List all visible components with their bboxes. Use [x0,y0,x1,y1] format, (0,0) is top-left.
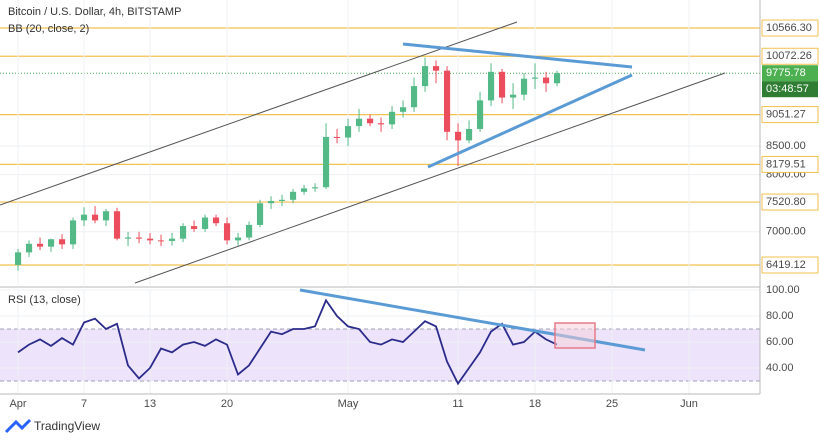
price-label-box [762,81,818,98]
candle-body [267,200,275,204]
x-tick-label: 18 [529,398,541,410]
candle-body [69,220,77,245]
candle-body [80,214,88,221]
x-tick-label: Jun [680,398,698,410]
candle-body [58,239,66,245]
triangle-lower [427,73,633,169]
candle-body [135,237,143,239]
candle-body [366,118,374,124]
candle-body [542,77,550,84]
y-tick-label: 8500.00 [766,140,806,152]
candle-body [234,237,242,241]
candle-body [432,66,440,71]
x-tick-label: 7 [81,398,87,410]
y-tick-label: 60.00 [766,336,794,348]
y-tick-label: 40.00 [766,362,794,374]
candle-body [531,77,539,79]
x-tick-label: 20 [221,398,233,410]
triangle-upper [402,42,633,69]
marks-layer [14,57,561,386]
grid-layer [0,0,760,394]
x-tick-label: 25 [606,398,618,410]
price-label-box [761,47,819,65]
price-label-box [761,155,819,173]
x-tick-label: 11 [452,398,463,410]
channel-lower [134,72,726,284]
rsi-title: RSI (13, close) [8,294,81,306]
candle-body [201,217,209,229]
candle-body [124,237,132,239]
candle-body [322,136,330,188]
candle-body [454,131,462,141]
y-tick-label: 8179.51 [766,158,806,170]
candle-body [377,123,385,125]
brand-logo [4,418,32,434]
candle-body [91,214,99,221]
candle-body [355,118,363,127]
candle-body [333,136,341,138]
candle-body [245,224,253,238]
y-tick-label: 9051.27 [766,109,806,121]
indicator-label: BB (20, close, 2) [8,23,89,35]
candle-body [509,94,517,98]
candle-body [311,187,319,189]
candle-body [168,238,176,241]
candle-body [113,211,121,239]
candle-body [146,238,154,241]
candle-body [443,70,451,132]
candle-body [14,252,22,265]
y-tick-label: 9775.78 [766,67,806,79]
candle-body [476,100,484,129]
candle-body [190,226,198,229]
rsi-band [0,329,760,381]
candle-body [25,243,33,253]
candle-body [388,111,396,125]
chart-title: Bitcoin / U.S. Dollar, 4h, BITSTAMP [8,6,181,18]
y-tick-label: 10566.30 [766,22,812,34]
candle-body [289,191,297,200]
candle-body [487,71,495,101]
candle-body [498,71,506,98]
candle-body [36,243,44,247]
target-box [554,322,596,349]
candle-body [157,240,165,242]
x-tick-label: May [338,398,359,410]
candle-body [179,226,187,239]
price-label-box [761,256,819,274]
rsi-line [17,298,558,386]
price-label-box [761,193,819,211]
y-tick-label: 6419.12 [766,259,806,271]
price-label-box [762,65,818,82]
candle-body [278,199,286,201]
y-tick-label: 100.00 [766,284,800,296]
candle-body [47,239,55,247]
candle-body [256,203,264,225]
candle-body [223,223,231,241]
y-tick-label: 10072.26 [766,50,812,62]
candle-body [212,217,220,224]
candle-body [553,73,561,84]
brand: TradingView [34,419,100,433]
y-tick-label: 03:48:57 [766,83,809,95]
candle-body [520,78,528,95]
y-tick-label: 7000.00 [766,226,806,238]
candle-body [344,126,352,138]
candle-body [102,211,110,221]
candle-body [399,107,407,112]
channel-upper [0,21,518,206]
candle-body [410,86,418,108]
x-tick-label: Apr [9,398,26,410]
x-tick-label: 13 [144,398,156,410]
y-tick-label: 7520.80 [766,196,806,208]
candle-body [465,128,473,141]
price-label-box [761,19,819,37]
price-label-box [761,106,819,124]
candle-body [300,188,308,192]
y-tick-label: 80.00 [766,310,794,322]
candle-body [421,66,429,87]
